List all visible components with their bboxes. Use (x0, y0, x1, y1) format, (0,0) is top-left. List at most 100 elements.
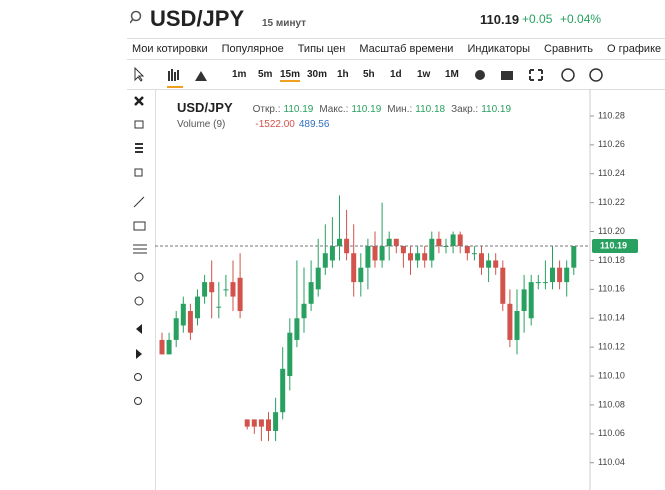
volume-label: Volume (9) (177, 119, 226, 130)
chart-type-icons[interactable] (167, 67, 217, 89)
candle-body (351, 253, 357, 283)
last-price-tag (592, 239, 638, 253)
candle-body (550, 267, 555, 283)
interval: 15 минут (262, 18, 307, 29)
change-pct: +0.04% (560, 12, 602, 26)
timeframe[interactable]: 30m (307, 69, 328, 80)
candle-body (457, 234, 463, 246)
candle-body (322, 253, 328, 268)
timeframe[interactable]: 5m (258, 69, 273, 80)
timeframe[interactable]: 5h (363, 69, 375, 80)
timeframe[interactable]: 1w (417, 69, 431, 80)
candle-body (266, 419, 271, 431)
y-tick-label: 110.14 (598, 313, 625, 323)
candle-body (244, 419, 250, 427)
last-price-label: 110.19 (600, 240, 627, 250)
candle-body (365, 246, 371, 268)
candle-body (301, 303, 307, 319)
candle-body (486, 260, 492, 268)
candle-body (159, 339, 165, 355)
y-tick-label: 110.20 (598, 226, 625, 236)
legend-value: 110.19 (283, 104, 314, 115)
timeframe[interactable]: 1h (337, 69, 349, 80)
tool-icons[interactable] (472, 67, 662, 83)
candle-body (372, 246, 378, 261)
candle-body (294, 318, 300, 340)
candle-body (187, 311, 193, 333)
candle-body (386, 238, 392, 246)
y-tick-label: 110.12 (598, 342, 625, 352)
volume-value: 489.56 (298, 119, 330, 130)
legend-value: 110.19 (481, 104, 512, 115)
legend-row: Volume (9) -1522.00 489.56 (177, 119, 511, 130)
legend-label: Закр.: (451, 104, 479, 115)
candle-body (564, 267, 570, 283)
y-tick-label: 110.26 (598, 139, 625, 149)
y-tick-label: 110.24 (598, 168, 625, 178)
candle-body (173, 318, 179, 340)
candle-body (308, 282, 314, 304)
y-tick-label: 110.08 (598, 399, 625, 409)
candle-body (337, 238, 342, 246)
candle-body (379, 246, 385, 261)
candle-body (415, 253, 421, 261)
cursor-icon[interactable] (132, 67, 146, 83)
search-icon[interactable] (130, 10, 144, 26)
y-tick-label: 110.22 (598, 197, 625, 207)
candle-body (180, 303, 186, 326)
candle-body (329, 246, 335, 261)
candle-body (251, 419, 257, 427)
menu-item[interactable]: Сравнить (544, 43, 594, 55)
symbol: USD/JPY (150, 6, 245, 31)
candle-body (514, 311, 520, 340)
legend-value: 110.19 (351, 104, 382, 115)
candle-body (493, 260, 499, 268)
candle-body (166, 339, 172, 355)
candle-body (436, 238, 442, 246)
candle-body (571, 246, 577, 268)
drawing-tools[interactable] (127, 89, 155, 419)
candle-body (408, 253, 413, 261)
menu: Мои котировки Популярное Типы цен Масштаб в… (127, 38, 665, 60)
y-tick-label: 110.04 (598, 457, 625, 467)
candle-body (273, 412, 279, 431)
y-tick-label: 110.10 (598, 370, 625, 380)
candle-body (230, 282, 236, 297)
candlestick-chart: 110.04 110.06 110.08 110.10 110.12 110.14 110.… (155, 89, 638, 490)
chart-legend: USD/JPY Откр.: 110.19 Макс.: 110.19 Мин.: 110.… (177, 100, 511, 130)
menu-item[interactable]: Индикаторы (467, 43, 530, 55)
candle-body (422, 253, 428, 261)
timeframe[interactable]: 1M (445, 69, 459, 80)
legend-label: Мин.: (387, 104, 413, 115)
candle-body (500, 267, 506, 304)
toolbar: 1m 5m 15m 30m 1h 5h 1d 1w 1M (127, 61, 665, 90)
legend-row: USD/JPY Откр.: 110.19 Макс.: 110.19 Мин.: 110.… (177, 100, 511, 115)
timeframe[interactable]: 1d (390, 69, 402, 80)
change: +0.05 (522, 12, 553, 26)
candle-body (287, 332, 293, 377)
timeframe[interactable]: 15m (280, 69, 301, 82)
candle-body (195, 296, 200, 319)
legend-symbol: USD/JPY (177, 100, 233, 115)
menu-item[interactable]: Мои котировки (132, 43, 208, 55)
legend-label: Макс.: (319, 104, 349, 115)
menu-item[interactable]: Типы цен (297, 43, 346, 55)
menu-item[interactable]: О графике (607, 43, 662, 55)
candle-body (528, 282, 534, 319)
timeframe[interactable]: 1m (232, 69, 247, 80)
candle-body (521, 289, 527, 312)
y-tick-label: 110.16 (598, 284, 625, 294)
candle-body (258, 419, 264, 427)
candle-body (280, 368, 286, 413)
candle-body (507, 303, 513, 340)
menu-item[interactable]: Масштаб времени (359, 43, 454, 55)
candle-body (216, 306, 222, 308)
candle-body (542, 282, 548, 284)
legend-value: 110.18 (415, 104, 446, 115)
candle-body (535, 282, 541, 284)
menu-item[interactable]: Популярное (221, 43, 284, 55)
candle-body (429, 238, 435, 261)
candle-body (223, 289, 229, 291)
side-toolbar (127, 89, 156, 490)
